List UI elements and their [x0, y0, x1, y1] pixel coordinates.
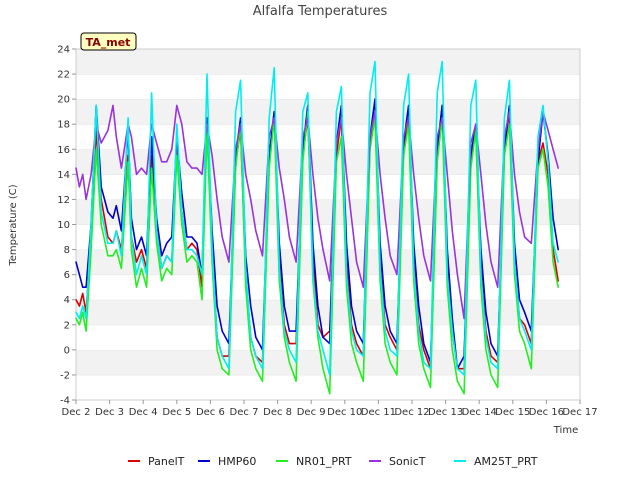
ta-met-badge-label: TA_met: [86, 36, 131, 49]
y-tick-label: 10: [57, 220, 70, 231]
grid-band: [76, 324, 580, 350]
legend: PanelT HMP60 NR01_PRT SonicT AM25T_PRT: [128, 455, 538, 468]
x-tick-label: Dec 9: [297, 407, 326, 418]
x-axis-ticks: Dec 2 Dec 3 Dec 4 Dec 5 Dec 6 Dec 7 Dec 8 Dec 9…: [62, 400, 598, 418]
x-tick-label: Dec 6: [196, 407, 225, 418]
y-tick-label: 14: [57, 170, 70, 181]
y-tick-label: 24: [57, 45, 70, 56]
y-tick-label: 12: [57, 195, 70, 206]
chart-title: Alfalfa Temperatures: [253, 4, 388, 19]
x-tick-label: Dec 3: [95, 407, 124, 418]
x-axis-label: Time: [553, 425, 578, 436]
y-tick-label: 6: [64, 270, 70, 281]
y-tick-label: 22: [57, 70, 70, 81]
x-tick-label: Dec 7: [230, 407, 259, 418]
x-tick-label: Dec 8: [263, 407, 292, 418]
x-tick-label: Dec 5: [162, 407, 191, 418]
grid-band: [76, 49, 580, 75]
x-tick-label: Dec 4: [129, 407, 158, 418]
grid-band: [76, 224, 580, 250]
x-tick-label: Dec 14: [462, 407, 497, 418]
grid-bands: [76, 48, 580, 400]
y-tick-label: 0: [64, 345, 70, 356]
y-tick-label: -4: [60, 396, 70, 407]
series-layer: [75, 60, 560, 395]
grid-band: [76, 99, 580, 125]
legend-label-panelt: PanelT: [148, 455, 185, 468]
y-tick-label: 20: [57, 95, 70, 106]
legend-label-sonict: SonicT: [389, 455, 426, 468]
y-tick-label: 8: [64, 245, 70, 256]
x-tick-label: Dec 15: [495, 407, 530, 418]
legend-label-nr01-prt: NR01_PRT: [296, 455, 352, 468]
ta-met-badge: TA_met: [80, 32, 137, 51]
legend-label-am25t-prt: AM25T_PRT: [474, 455, 538, 468]
legend-label-hmp60: HMP60: [218, 455, 256, 468]
grid-band: [76, 74, 580, 100]
x-tick-label: Dec 13: [428, 407, 463, 418]
grid-band: [76, 299, 580, 325]
x-tick-label: Dec 11: [361, 407, 396, 418]
x-tick-label: Dec 16: [529, 407, 564, 418]
grid-band: [76, 124, 580, 150]
x-tick-label: Dec 17: [562, 407, 597, 418]
x-tick-label: Dec 2: [62, 407, 91, 418]
grid-band: [76, 199, 580, 225]
y-tick-label: 2: [64, 320, 70, 331]
x-tick-label: Dec 12: [394, 407, 429, 418]
ta-met-badge-box: [80, 32, 137, 51]
grid-band: [76, 274, 580, 300]
series-line-am25t-prt: [75, 60, 560, 376]
grid-band: [76, 174, 580, 200]
y-tick-label: -2: [60, 370, 70, 381]
x-tick-label: Dec 10: [327, 407, 362, 418]
y-tick-label: 18: [57, 120, 70, 131]
y-tick-label: 16: [57, 145, 70, 156]
y-axis-label: Temperature (C): [8, 184, 19, 266]
y-tick-label: 4: [64, 295, 70, 306]
